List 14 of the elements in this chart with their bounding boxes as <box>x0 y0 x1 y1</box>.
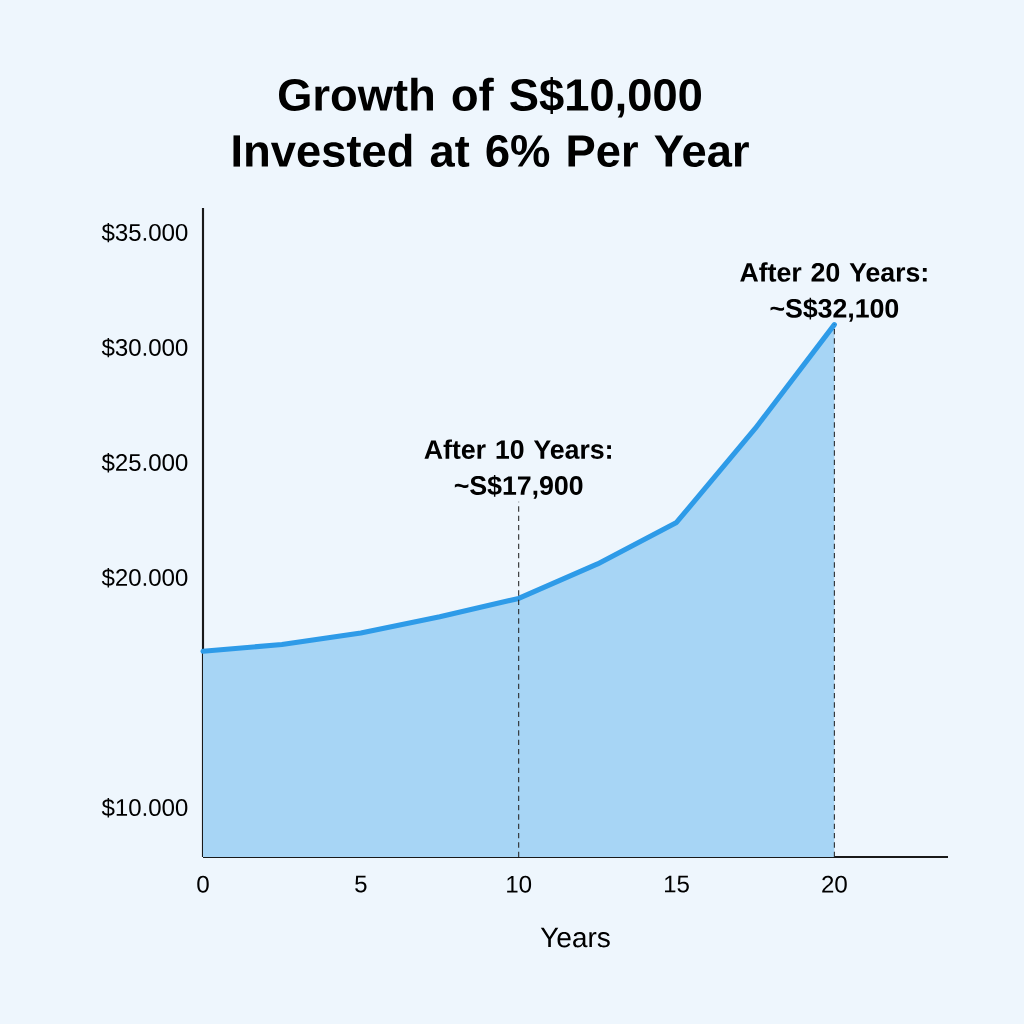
x-tick-label: 0 <box>197 875 209 893</box>
y-tick-label: $30.000 <box>101 337 188 358</box>
y-tick-label: $35.000 <box>101 222 188 243</box>
x-tick-label: 10 <box>507 875 532 893</box>
annotation: After 10 Years: ~S$17,900 <box>424 439 611 499</box>
annotation: After 20 Years: ~S$32,100 <box>740 262 927 322</box>
x-tick-label: 5 <box>355 875 367 893</box>
y-tick-label: $25.000 <box>101 452 188 473</box>
x-axis-title: Years <box>540 927 610 948</box>
y-tick-label: $10.000 <box>101 798 188 818</box>
chart-title: Growth of S$10,000 Invested at 6% Per Year <box>233 76 749 168</box>
x-tick-label: 20 <box>822 875 847 893</box>
x-tick-label: 15 <box>665 875 689 893</box>
y-tick-label: $20.000 <box>101 567 188 588</box>
